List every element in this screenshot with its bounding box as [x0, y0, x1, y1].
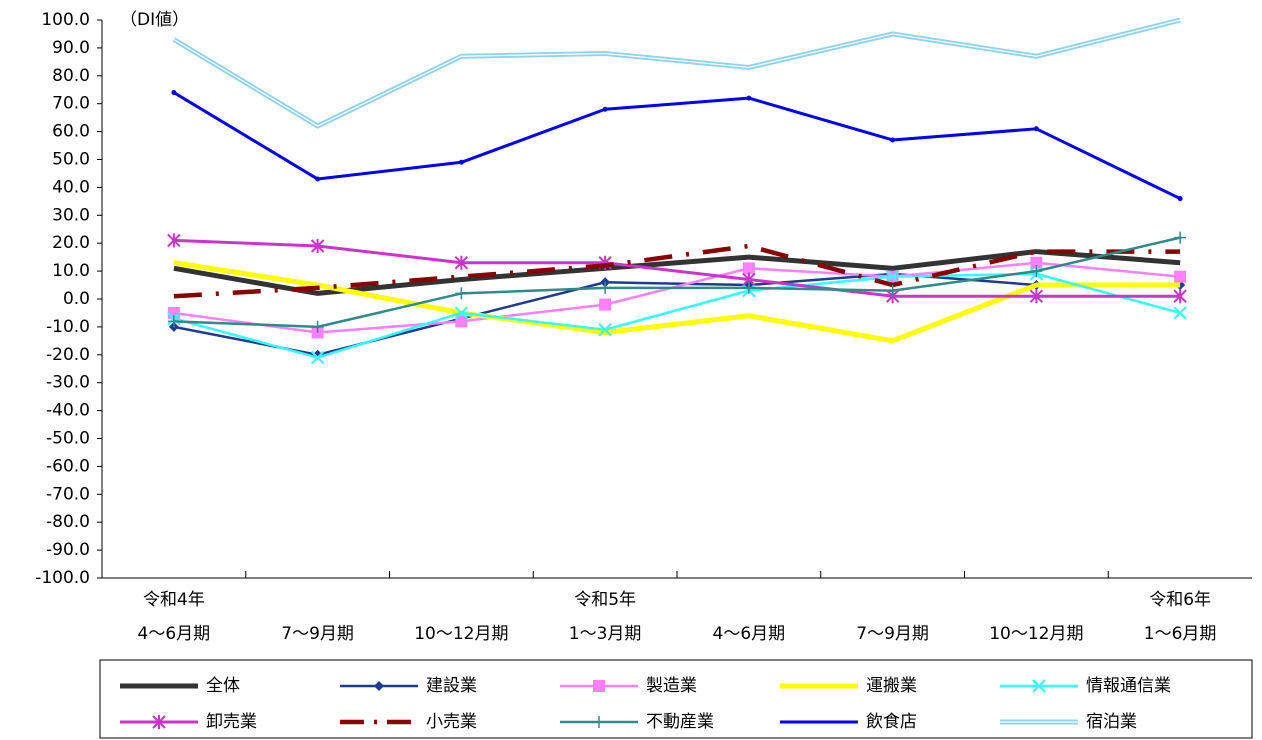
y-tick-label: 20.0	[52, 233, 90, 253]
marker	[315, 176, 321, 182]
marker	[1177, 196, 1183, 202]
x-tick-label: 4〜6月期	[713, 624, 786, 644]
legend-label: 宿泊業	[1086, 712, 1137, 732]
series-line	[172, 17, 1181, 129]
legend-label: 情報通信業	[1086, 676, 1171, 696]
series-line	[173, 272, 1181, 357]
x-tick-label: 1〜3月期	[569, 624, 642, 644]
marker	[1029, 289, 1044, 304]
x-tick-label: 10〜12月期	[989, 624, 1083, 644]
marker	[167, 233, 181, 248]
marker	[171, 90, 177, 96]
marker	[602, 106, 608, 112]
y-tick-label: 40.0	[52, 177, 90, 197]
marker	[746, 95, 752, 101]
marker	[599, 298, 612, 311]
legend-marker	[593, 716, 605, 728]
legend-label: 卸売業	[206, 712, 257, 732]
marker	[455, 315, 468, 328]
y-tick-label: -70.0	[46, 484, 90, 504]
marker	[1030, 265, 1043, 278]
legend-label: 運搬業	[866, 676, 917, 696]
y-tick-label: 70.0	[52, 94, 90, 114]
marker	[458, 159, 464, 165]
series-line	[173, 261, 1181, 334]
legend-label: 建設業	[426, 676, 477, 696]
marker	[1173, 289, 1187, 304]
marker	[742, 281, 755, 294]
series-line	[173, 260, 1181, 344]
legend-label: 製造業	[646, 676, 697, 696]
y-tick-label: 80.0	[52, 66, 90, 86]
y-tick-label: -50.0	[46, 429, 90, 449]
marker	[742, 262, 755, 275]
legend-marker	[1032, 679, 1046, 693]
marker	[885, 269, 900, 284]
y-tick-label: 10.0	[52, 261, 90, 281]
marker	[1174, 270, 1187, 283]
x-tick-label: 7〜9月期	[856, 624, 929, 644]
series-line	[173, 238, 1181, 298]
legend-label: 小売業	[426, 712, 477, 732]
y-tick-label: -30.0	[46, 373, 90, 393]
y-tick-label: -100.0	[35, 568, 90, 588]
y-tick-label: 50.0	[52, 150, 90, 170]
marker	[886, 284, 899, 297]
marker	[310, 238, 325, 253]
y-tick-label: 60.0	[52, 122, 90, 142]
marker	[598, 322, 612, 337]
marker	[599, 281, 612, 294]
legend-label: 不動産業	[646, 712, 714, 732]
era-label: 令和4年	[143, 590, 205, 610]
marker	[454, 306, 469, 320]
series-line	[173, 243, 1181, 299]
marker	[1174, 231, 1187, 244]
marker	[455, 287, 468, 300]
legend-label: 全体	[206, 676, 240, 696]
legend-label: 飲食店	[866, 712, 917, 732]
era-label: 令和6年	[1149, 590, 1211, 610]
y-tick-label: 0.0	[63, 289, 90, 309]
marker	[1173, 306, 1187, 320]
series-line	[173, 91, 1181, 200]
x-tick-label: 7〜9月期	[281, 624, 354, 644]
y-tick-label: -60.0	[46, 456, 90, 476]
marker	[890, 137, 896, 143]
legend-box	[99, 659, 1253, 739]
y-tick-label: -10.0	[46, 317, 90, 337]
marker	[310, 350, 325, 365]
y-tick-label: -90.0	[46, 540, 90, 560]
marker	[167, 315, 180, 328]
marker	[1030, 256, 1043, 269]
marker	[311, 320, 324, 333]
unit-label: （DI値）	[120, 10, 189, 30]
x-tick-label: 10〜12月期	[414, 624, 508, 644]
y-tick-label: 90.0	[52, 38, 90, 58]
marker	[1033, 126, 1039, 132]
y-tick-label: -80.0	[46, 512, 90, 532]
x-tick-label: 1〜6月期	[1144, 624, 1217, 644]
series-line-inner	[173, 19, 1181, 127]
legend-marker	[593, 680, 605, 692]
era-label: 令和5年	[574, 590, 636, 610]
y-tick-label: 100.0	[41, 10, 90, 30]
y-tick-label: -20.0	[46, 345, 90, 365]
legend-marker	[152, 715, 166, 729]
series-line	[173, 236, 1181, 329]
y-tick-label: 30.0	[52, 205, 90, 225]
y-tick-label: -40.0	[46, 401, 90, 421]
x-tick-label: 4〜6月期	[138, 624, 211, 644]
legend-marker	[374, 681, 384, 691]
marker	[454, 255, 469, 270]
